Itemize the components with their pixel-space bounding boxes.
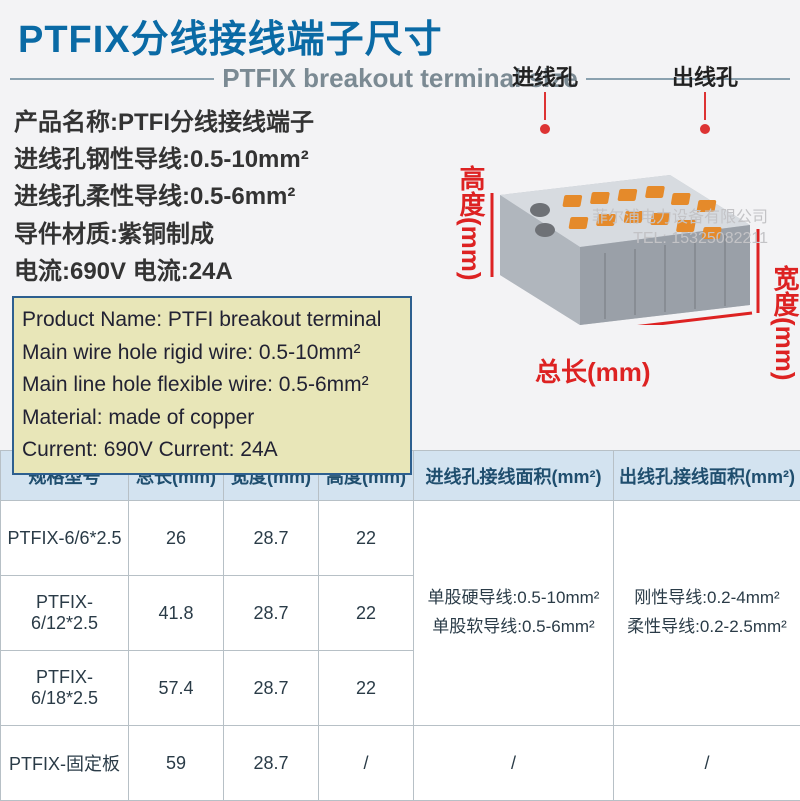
callout-outlet-label: 出线孔 — [672, 65, 738, 90]
callout-inlet-label: 进线孔 — [512, 65, 578, 90]
callout-line — [704, 92, 706, 120]
callout-dot — [540, 124, 550, 134]
spec-line: 导件材质:紫铜制成 — [14, 216, 389, 253]
cell-inlet-area: 单股硬导线:0.5-10mm² 单股软导线:0.5-6mm² — [414, 501, 614, 726]
cell-slash: / — [414, 726, 614, 801]
cell-slash: / — [614, 726, 800, 801]
cell-model: PTFIX-6/12*2.5 — [1, 576, 129, 651]
th-inlet: 进线孔接线面积(mm²) — [414, 451, 614, 501]
spec-line: 产品名称:PTFI分线接线端子 — [14, 104, 389, 141]
cell-wid: 28.7 — [224, 651, 319, 726]
cell-wid: 28.7 — [224, 726, 319, 801]
cell-hgt: 22 — [319, 576, 414, 651]
watermark-line: 菲尔浦电力设备有限公司 — [592, 208, 768, 229]
outlet-line: 柔性导线:0.2-2.5mm² — [618, 613, 796, 642]
inlet-line: 单股软导线:0.5-6mm² — [418, 613, 609, 642]
callout-line — [544, 92, 546, 120]
cell-hgt: / — [319, 726, 414, 801]
callout-inlet: 进线孔 — [505, 60, 585, 134]
cell-hgt: 22 — [319, 651, 414, 726]
dim-height-label: 高度(mm) — [453, 165, 490, 281]
dim-width-label: 宽度(mm) — [767, 265, 800, 381]
th-outlet: 出线孔接线面积(mm²) — [614, 451, 800, 501]
product-diagram: 进线孔 出线孔 — [405, 60, 800, 450]
inlet-line: 单股硬导线:0.5-10mm² — [418, 584, 609, 613]
spec-table: 规格型号 总长(mm) 宽度(mm) 高度(mm) 进线孔接线面积(mm²) 出… — [0, 450, 800, 801]
spec-line-en: Material: made of copper — [22, 402, 402, 435]
outlet-line: 刚性导线:0.2-4mm² — [618, 584, 796, 613]
cell-len: 57.4 — [129, 651, 224, 726]
cell-model: PTFIX-固定板 — [1, 726, 129, 801]
table-row: PTFIX-6/6*2.5 26 28.7 22 单股硬导线:0.5-10mm²… — [1, 501, 800, 576]
spec-line-en: Current: 690V Current: 24A — [22, 434, 402, 467]
watermark-line: TEL: 15325082211 — [592, 229, 768, 250]
table-row: PTFIX-固定板 59 28.7 / / / — [1, 726, 800, 801]
cell-wid: 28.7 — [224, 576, 319, 651]
divider — [10, 78, 214, 80]
spec-line-en: Main line hole flexible wire: 0.5-6mm² — [22, 369, 402, 402]
cell-model: PTFIX-6/6*2.5 — [1, 501, 129, 576]
spec-line-en: Main wire hole rigid wire: 0.5-10mm² — [22, 337, 402, 370]
specs-en-box: Product Name: PTFI breakout terminal Mai… — [12, 296, 412, 475]
cell-len: 41.8 — [129, 576, 224, 651]
callout-outlet: 出线孔 — [665, 60, 745, 134]
cell-len: 26 — [129, 501, 224, 576]
cell-wid: 28.7 — [224, 501, 319, 576]
spec-line-en: Product Name: PTFI breakout terminal — [22, 304, 402, 337]
callout-dot — [700, 124, 710, 134]
dim-length-label: 总长(mm) — [535, 352, 651, 389]
watermark: 菲尔浦电力设备有限公司 TEL: 15325082211 — [592, 208, 768, 250]
spec-line: 进线孔钢性导线:0.5-10mm² — [14, 141, 389, 178]
page: PTFIX分线接线端子尺寸 PTFIX breakout terminal si… — [0, 0, 800, 800]
cell-hgt: 22 — [319, 501, 414, 576]
spec-line: 电流:690V 电流:24A — [14, 253, 389, 290]
cell-outlet-area: 刚性导线:0.2-4mm² 柔性导线:0.2-2.5mm² — [614, 501, 800, 726]
cell-model: PTFIX-6/18*2.5 — [1, 651, 129, 726]
mid-section: 产品名称:PTFI分线接线端子 进线孔钢性导线:0.5-10mm² 进线孔柔性导… — [0, 100, 800, 450]
cell-len: 59 — [129, 726, 224, 801]
page-title: PTFIX分线接线端子尺寸 — [0, 0, 800, 63]
spec-line: 进线孔柔性导线:0.5-6mm² — [14, 178, 389, 215]
